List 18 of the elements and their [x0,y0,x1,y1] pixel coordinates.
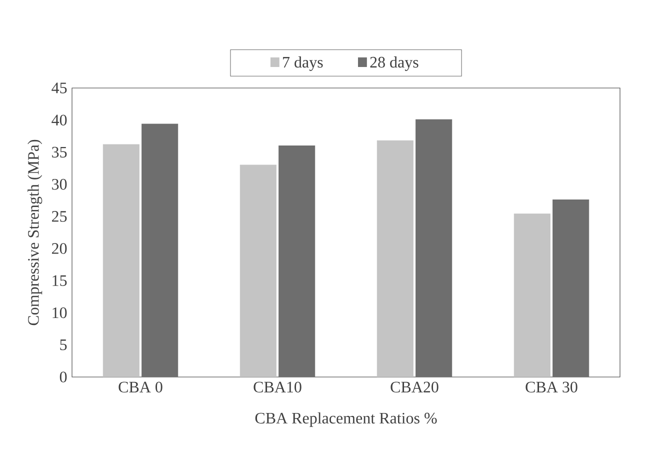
y-tick-label: 40 [52,114,67,126]
y-tick-label: 35 [52,146,67,158]
y-tick-label: 25 [52,211,67,222]
x-tick-label: CBA20 [390,382,438,392]
x-axis-title: CBA Replacement Ratios % [255,412,437,427]
y-axis-title: Compressive Strength (MPa) [28,140,42,326]
legend-label: 7 days [283,56,323,71]
y-tick-label: 0 [60,372,67,382]
y-tick-label: 15 [52,275,67,286]
y-tick-label: 45 [52,82,67,94]
x-tick-label: CBA 30 [526,382,578,392]
x-tick-label: CBA 0 [118,382,162,392]
y-tick-label: 30 [52,178,67,190]
legend-label: 28 days [370,56,418,71]
y-tick-label: 5 [60,340,67,350]
y-tick-label: 20 [52,243,67,254]
y-tick-label: 10 [52,307,67,318]
x-tick-label: CBA10 [254,382,302,392]
